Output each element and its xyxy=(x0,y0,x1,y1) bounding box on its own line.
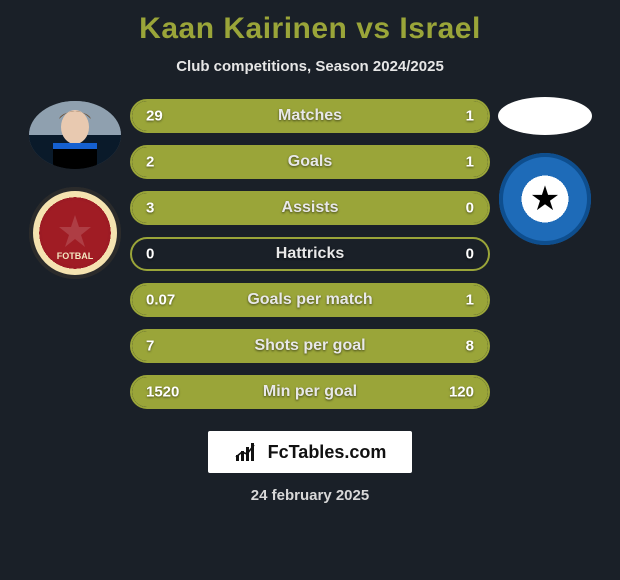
stat-value-left: 1520 xyxy=(146,384,179,401)
right-column: ★ xyxy=(490,93,600,245)
date-text: 24 february 2025 xyxy=(251,487,369,504)
player-photo-left xyxy=(29,101,121,169)
comparison-card: Kaan Kairinen vs Israel Club competition… xyxy=(0,0,620,580)
stat-value-left: 0 xyxy=(146,246,154,263)
stat-label: Goals xyxy=(288,153,332,171)
sigma-badge-icon xyxy=(499,153,591,245)
stat-value-left: 3 xyxy=(146,200,154,217)
club-badge-left: FOTBAL xyxy=(29,187,121,279)
stat-label: Hattricks xyxy=(276,245,344,263)
stat-value-left: 0.07 xyxy=(146,292,175,309)
stat-bar: 2 1 Goals xyxy=(130,145,490,179)
stat-value-right: 1 xyxy=(466,292,474,309)
brand-badge[interactable]: FcTables.com xyxy=(208,431,413,473)
brand-logo-icon xyxy=(234,441,260,463)
stat-label: Shots per goal xyxy=(254,337,365,355)
stat-bar: 3 0 Assists xyxy=(130,191,490,225)
main-row: FOTBAL 29 1 Matches 2 1 Goals 3 0 Assists 0 0 Hattr… xyxy=(10,93,610,409)
stat-value-left: 7 xyxy=(146,338,154,355)
stats-column: 29 1 Matches 2 1 Goals 3 0 Assists 0 0 Hattricks 0.0… xyxy=(130,93,490,409)
player-silhouette-icon xyxy=(29,101,121,169)
stat-bar: 29 1 Matches xyxy=(130,99,490,133)
stat-value-right: 8 xyxy=(466,338,474,355)
stat-label: Goals per match xyxy=(247,291,372,309)
player-photo-right xyxy=(498,97,592,135)
stat-label: Matches xyxy=(278,107,342,125)
stat-bar: 0.07 1 Goals per match xyxy=(130,283,490,317)
bar-fill-right xyxy=(474,101,488,131)
stat-value-right: 1 xyxy=(466,108,474,125)
stat-value-right: 0 xyxy=(466,200,474,217)
stat-value-left: 2 xyxy=(146,154,154,171)
page-title: Kaan Kairinen vs Israel xyxy=(139,12,481,46)
stat-label: Assists xyxy=(282,199,339,217)
stat-bar: 0 0 Hattricks xyxy=(130,237,490,271)
stat-value-right: 1 xyxy=(466,154,474,171)
season-subtitle: Club competitions, Season 2024/2025 xyxy=(176,58,444,75)
stat-bar: 7 8 Shots per goal xyxy=(130,329,490,363)
player-placeholder-icon xyxy=(498,97,592,135)
left-column: FOTBAL xyxy=(20,93,130,279)
stat-bar: 1520 120 Min per goal xyxy=(130,375,490,409)
sparta-badge-icon: FOTBAL xyxy=(29,187,121,279)
club-badge-right: ★ xyxy=(499,153,591,245)
brand-text: FcTables.com xyxy=(268,442,387,463)
svg-text:FOTBAL: FOTBAL xyxy=(57,251,94,261)
stat-value-right: 120 xyxy=(449,384,474,401)
stat-label: Min per goal xyxy=(263,383,357,401)
stat-value-left: 29 xyxy=(146,108,163,125)
stat-value-right: 0 xyxy=(466,246,474,263)
footer: FcTables.com 24 february 2025 xyxy=(208,431,413,504)
